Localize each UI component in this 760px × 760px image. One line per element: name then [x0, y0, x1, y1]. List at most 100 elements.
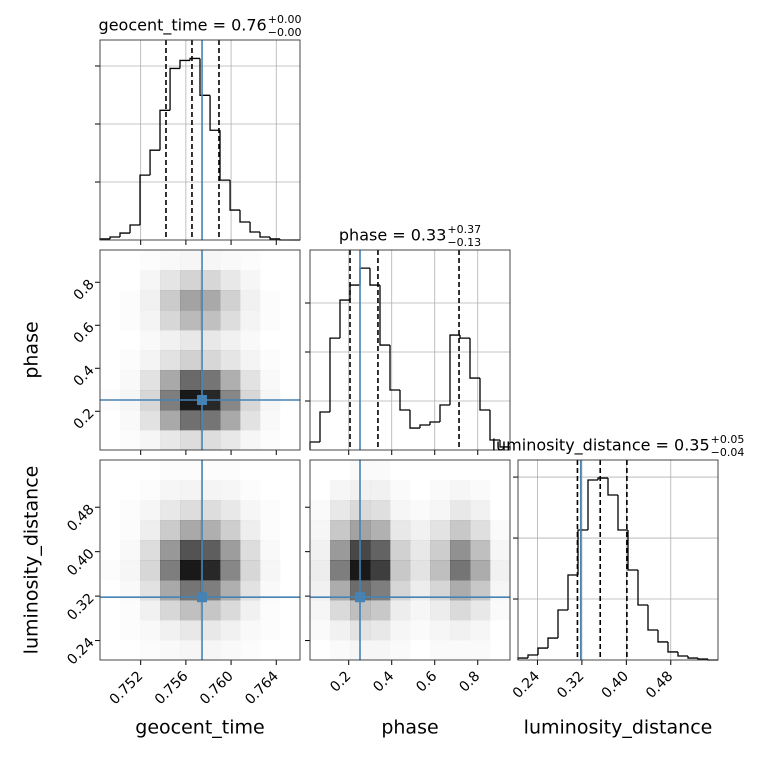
density-cell [430, 520, 451, 541]
density-cell [240, 350, 261, 371]
density-cell [200, 480, 221, 501]
y-axis-label: luminosity_distance [21, 466, 43, 655]
hist-bin [249, 222, 260, 233]
density-cell [470, 480, 490, 500]
density-cell [120, 500, 140, 520]
density-cell [120, 560, 140, 580]
density-cell [310, 460, 330, 480]
density-cell [200, 330, 221, 351]
density-cell [430, 460, 450, 480]
title-upper: +0.37 [447, 223, 481, 236]
density-cell [200, 600, 221, 621]
density-cell [220, 350, 241, 371]
density-cell [310, 520, 330, 540]
density-cell [220, 250, 240, 270]
density-cell [140, 500, 160, 520]
density-cell [390, 540, 411, 561]
density-cell [100, 350, 120, 370]
density-cell [330, 460, 350, 480]
density-cell [450, 640, 470, 660]
hist-bin [667, 641, 678, 653]
truth-point [197, 395, 208, 405]
y-tick-label: 0.32 [64, 590, 97, 623]
density-cell [120, 330, 140, 350]
density-cell [410, 640, 430, 660]
x-tick-label: 0.756 [152, 668, 192, 708]
density-cell [160, 480, 180, 500]
hist-bin [129, 224, 140, 234]
density-cell [140, 370, 161, 391]
y-tick-label: 0.2 [71, 406, 98, 433]
hist-bin [269, 236, 280, 240]
hist-bin [379, 285, 390, 346]
hist-bin [109, 236, 120, 239]
density-cell [100, 270, 120, 290]
density-cell [370, 620, 391, 641]
y-tick-label: 0.8 [71, 277, 98, 304]
density-cell [490, 640, 510, 660]
hist-bin [329, 337, 340, 412]
density-cell [240, 250, 260, 270]
density-cell [120, 270, 140, 290]
density-cell [240, 560, 261, 581]
hist-bin [309, 441, 320, 450]
density-cell [100, 290, 120, 310]
density-cell [160, 500, 181, 521]
density-cell [140, 290, 161, 311]
hist-bin [179, 59, 191, 69]
density-cell [220, 460, 240, 480]
x-tick-label: 0.8 [456, 668, 483, 695]
x-tick-label: 0.760 [197, 668, 237, 708]
density-cell [140, 600, 161, 621]
density-cell [260, 620, 280, 640]
hist-bin [449, 334, 460, 406]
density-cell [370, 520, 391, 541]
density-cell [310, 540, 331, 561]
hist-bin [349, 284, 360, 301]
density-cell [450, 500, 471, 521]
title-lower: −0.04 [711, 446, 745, 459]
density-cell [220, 500, 241, 521]
density-cell [430, 500, 450, 520]
density-cell [220, 480, 240, 500]
density-cell [220, 330, 241, 351]
density-cell [280, 460, 300, 480]
hist-bin [259, 231, 271, 238]
density-cell [100, 640, 120, 660]
hist-bin [199, 58, 211, 96]
hist-bin [229, 180, 240, 211]
density-cell [100, 410, 120, 430]
density-cell [160, 330, 181, 351]
density-cell [160, 520, 181, 541]
density-cell [180, 270, 201, 291]
density-cell [240, 430, 260, 450]
density-cell [180, 640, 200, 660]
density-cell [240, 290, 261, 311]
hist-bin [527, 654, 538, 659]
density-cell [200, 430, 221, 451]
density-cell [370, 500, 391, 521]
density-cell [240, 540, 261, 561]
hist-bin [687, 655, 698, 659]
density-cell [140, 620, 160, 640]
density-cell [260, 350, 280, 370]
hist-bin [479, 378, 490, 411]
density-cell [100, 370, 120, 390]
hist-bin [419, 424, 430, 429]
hist-bin [219, 130, 231, 181]
density-cell [470, 460, 490, 480]
density-cell [330, 500, 351, 521]
density-cell [470, 520, 491, 541]
hist-bin [159, 109, 171, 151]
density-cell [180, 330, 201, 351]
hist-bin [369, 268, 380, 286]
hist-bin [119, 232, 131, 237]
density-cell [160, 640, 180, 660]
density-cell [490, 460, 510, 480]
hist-bin [319, 411, 330, 442]
density-cell [410, 520, 431, 541]
density-cell [180, 370, 201, 391]
density-cell [180, 410, 201, 431]
density-cell [280, 480, 300, 500]
density-cell [450, 580, 471, 601]
